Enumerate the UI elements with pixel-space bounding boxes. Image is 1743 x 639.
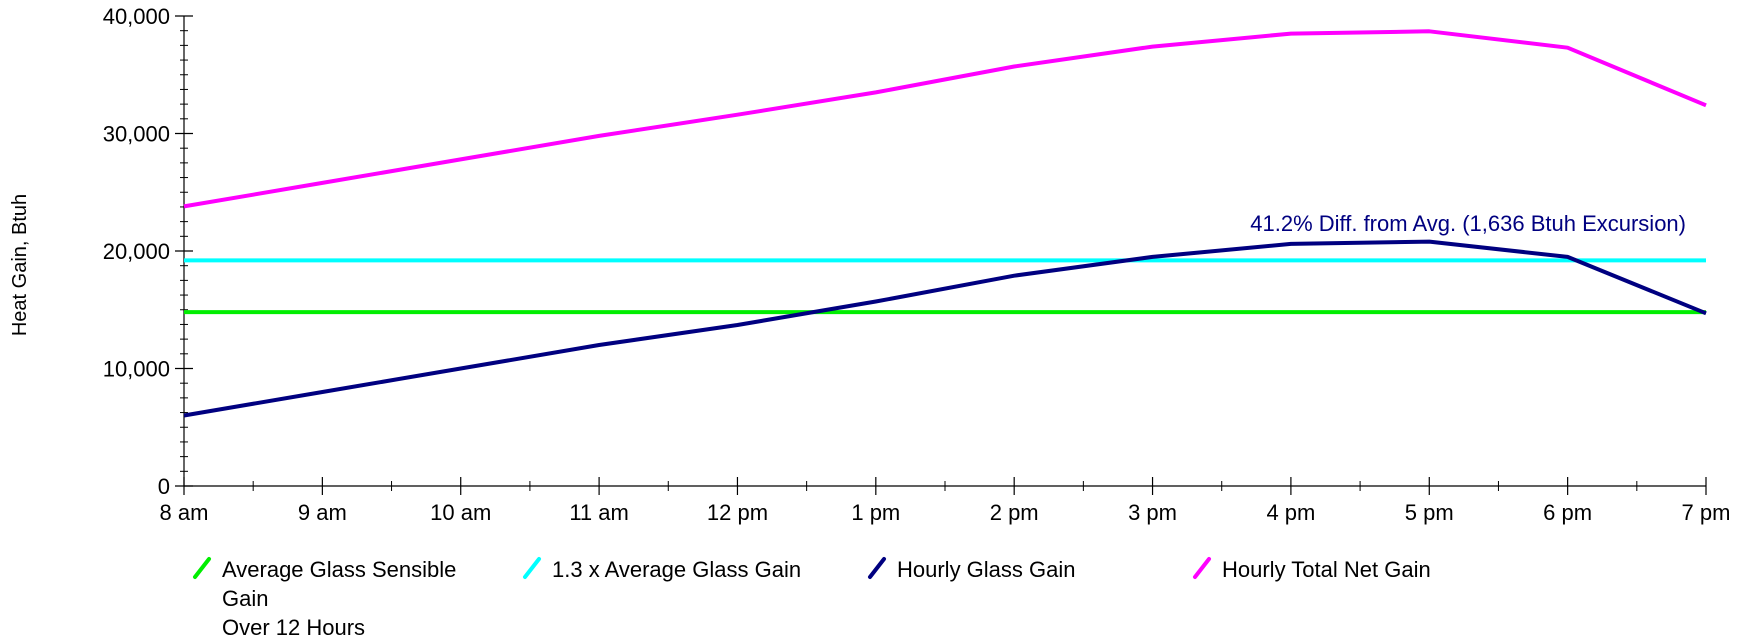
chart-annotation: 41.2% Diff. from Avg. (1,636 Btuh Excurs… bbox=[1250, 211, 1686, 236]
series-line bbox=[183, 29, 1707, 209]
x-tick-label: 12 pm bbox=[707, 500, 768, 525]
x-tick-label: 3 pm bbox=[1128, 500, 1177, 525]
legend-label: Hourly Total Net Gain bbox=[1222, 557, 1431, 582]
y-tick-label: 40,000 bbox=[103, 4, 170, 29]
x-tick-label: 8 am bbox=[160, 500, 209, 525]
legend-label: 1.3 x Average Glass Gain bbox=[552, 557, 801, 582]
x-tick-label: 11 am bbox=[569, 500, 629, 525]
legend-swatch bbox=[193, 557, 211, 579]
x-tick-label: 7 pm bbox=[1682, 500, 1731, 525]
legend-label: Hourly Glass Gain bbox=[897, 557, 1076, 582]
x-tick-label: 9 am bbox=[298, 500, 347, 525]
legend-label: Gain bbox=[222, 586, 268, 611]
x-tick-label: 1 pm bbox=[851, 500, 900, 525]
x-tick-label: 4 pm bbox=[1266, 500, 1315, 525]
x-tick-label: 5 pm bbox=[1405, 500, 1454, 525]
legend-swatch bbox=[1193, 557, 1211, 579]
x-tick-label: 6 pm bbox=[1543, 500, 1592, 525]
legend-label: Average Glass Sensible bbox=[222, 557, 456, 582]
y-tick-label: 0 bbox=[158, 474, 170, 499]
legend-swatch bbox=[868, 557, 886, 579]
legend: Average Glass Sensible Gain Over 12 Hours 1… bbox=[193, 557, 1431, 639]
legend-item: 1.3 x Average Glass Gain bbox=[523, 557, 801, 582]
legend-swatch bbox=[523, 557, 541, 579]
axes: 0 10,000 20,000 30,000 40,000 8 am 9 am 10 am 11… bbox=[103, 4, 1731, 525]
legend-label: Over 12 Hours bbox=[222, 615, 365, 639]
y-axis-label: Heat Gain, Btuh bbox=[9, 194, 31, 336]
y-tick-label: 30,000 bbox=[103, 122, 170, 147]
x-tick-label: 2 pm bbox=[990, 500, 1039, 525]
legend-item: Hourly Glass Gain bbox=[868, 557, 1076, 582]
y-tick-label: 10,000 bbox=[103, 357, 170, 382]
legend-item: Average Glass Sensible Gain Over 12 Hours bbox=[193, 557, 456, 639]
x-tick-label: 10 am bbox=[430, 500, 491, 525]
legend-item: Hourly Total Net Gain bbox=[1193, 557, 1431, 582]
y-tick-label: 20,000 bbox=[103, 239, 170, 264]
series-line bbox=[183, 239, 1707, 418]
series-layer bbox=[183, 29, 1707, 418]
